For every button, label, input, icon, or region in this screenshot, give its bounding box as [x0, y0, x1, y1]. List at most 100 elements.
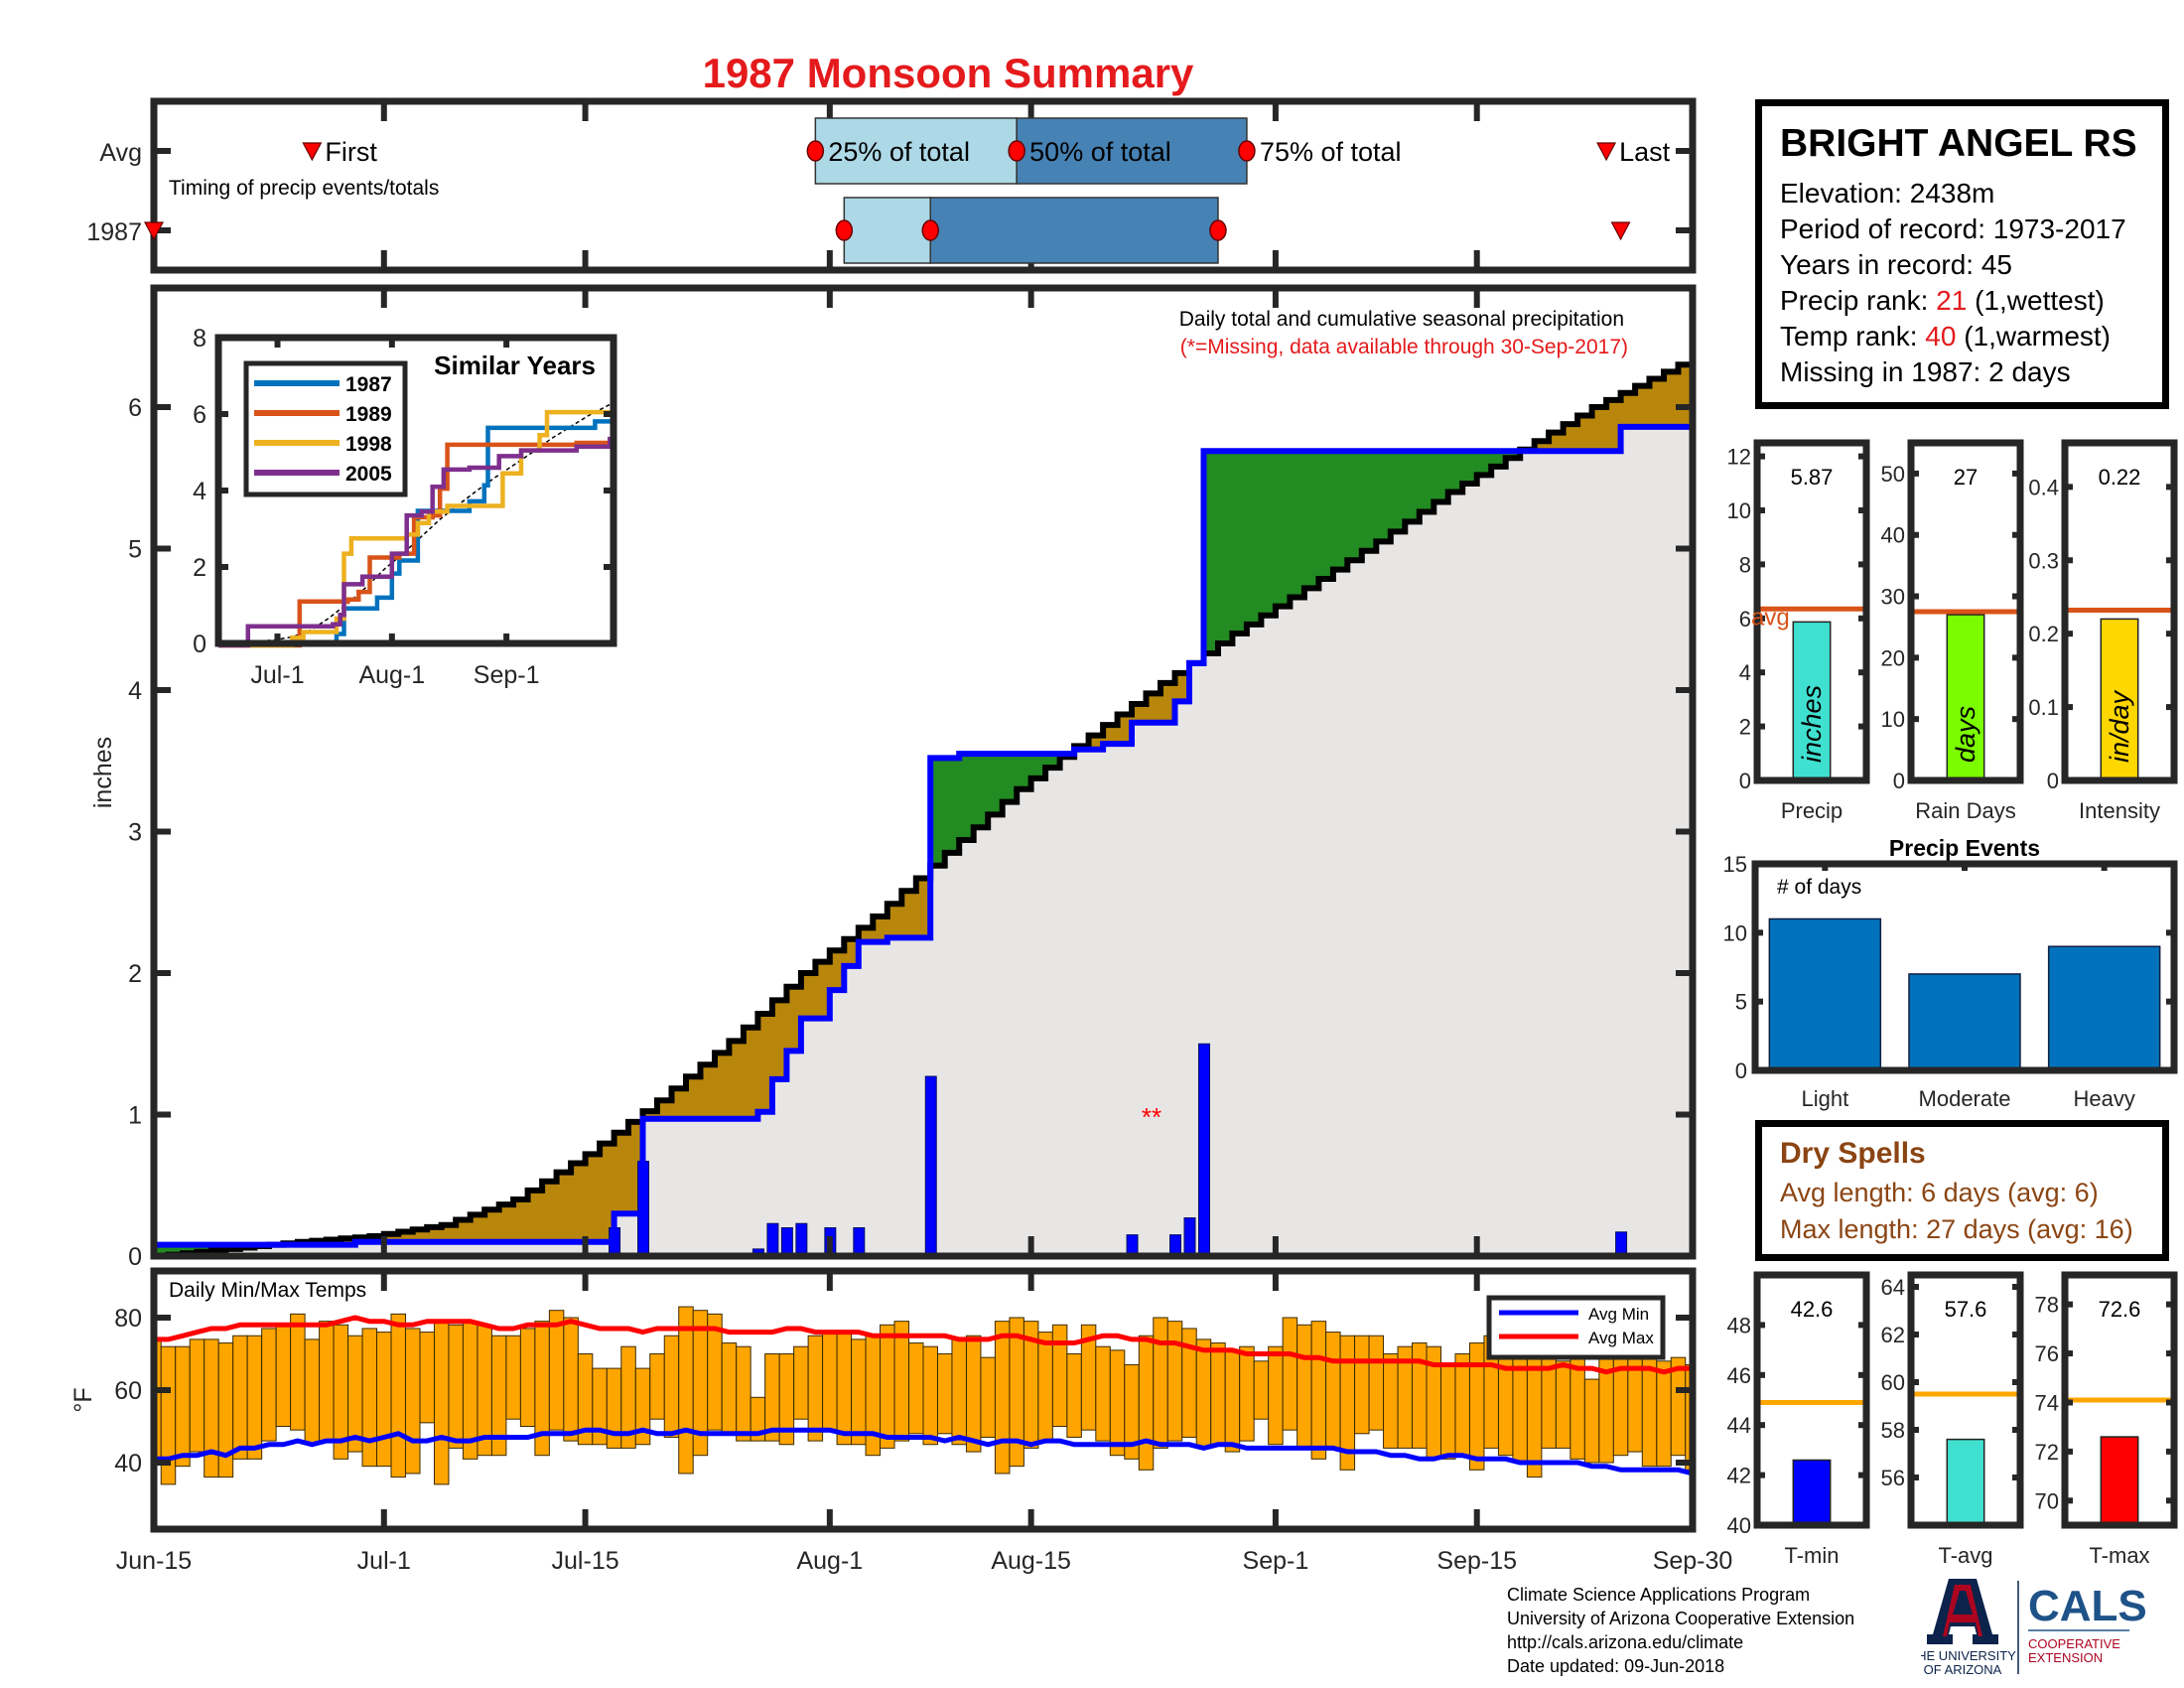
footer-line-url[interactable]: http://cals.arizona.edu/climate: [1507, 1632, 1744, 1652]
tavg-ytick-label: 62: [1881, 1323, 1905, 1347]
footer-line-university: University of Arizona Cooperative Extens…: [1507, 1609, 1855, 1628]
station-elevation: Elevation: 2438m: [1780, 178, 1995, 209]
daily-precip-bar: [1615, 1231, 1628, 1257]
daily-temp-bar: [936, 1353, 953, 1435]
intensity-ytick-label: 0.3: [2028, 548, 2059, 573]
events-ytick-label: 5: [1735, 990, 1747, 1015]
tavg-frame: [1907, 1271, 2024, 1529]
daily-temp-bar: [1439, 1363, 1456, 1460]
tmin-bar: [1792, 1459, 1832, 1526]
legend-label-avg-min: Avg Min: [1588, 1305, 1649, 1324]
tmin-frame: [1753, 1271, 1870, 1529]
precip_total-frame: [1753, 439, 1870, 784]
daily-temp-bar: [893, 1321, 910, 1442]
events-ytick-label: 0: [1735, 1058, 1747, 1083]
daily-temp-bar: [433, 1321, 450, 1485]
university-logo: THE UNIVERSITY OF ARIZONA CALS COOPERATI…: [1921, 1579, 2147, 1676]
tmax-bar: [2100, 1436, 2139, 1526]
intensity-bar: [2100, 618, 2139, 781]
logo-coop1: COOPERATIVE: [2028, 1636, 2120, 1651]
date-axis-label: Aug-15: [991, 1547, 1071, 1575]
daily-temp-bar: [1583, 1378, 1600, 1464]
footer-line-date: Date updated: 09-Jun-2018: [1507, 1656, 1725, 1676]
tmax-value-label: 72.6: [2099, 1297, 2141, 1322]
daily-temp-bar: [793, 1345, 809, 1420]
dry-spells-title: Dry Spells: [1780, 1137, 1926, 1170]
main-ytick-label: 1: [128, 1102, 142, 1130]
temp-ytick-label: 80: [114, 1305, 142, 1333]
cumulative-common-area: [154, 425, 1693, 1256]
main-chart-title: Daily total and cumulative seasonal prec…: [1179, 308, 1624, 331]
footer-line-program: Climate Science Applications Program: [1507, 1585, 1811, 1605]
intensity-ytick-label: 0: [2047, 769, 2059, 793]
daily-temp-bar: [204, 1338, 219, 1478]
tmax-ytick-label: 76: [2035, 1341, 2059, 1366]
daily-temp-bar: [1224, 1349, 1241, 1453]
events-title: Precip Events: [1889, 835, 2040, 861]
precip-rank-value: 21: [1936, 285, 1968, 316]
timing-box-50-75: [1016, 117, 1248, 185]
intensity-ytick-label: 0.4: [2028, 475, 2059, 499]
station-precip-rank: Precip rank: 21 (1,wettest): [1780, 283, 2144, 319]
daily-temp-bar: [908, 1342, 924, 1435]
rain_days-ytick-label: 20: [1881, 645, 1905, 670]
daily-temp-bar: [836, 1332, 853, 1446]
date-axis-label: Sep-30: [1653, 1547, 1733, 1575]
daily-temp-bar: [807, 1335, 824, 1442]
rain_days-ytick-label: 0: [1893, 769, 1905, 793]
precip_total-ytick-label: 8: [1739, 552, 1751, 577]
rain_days-bar: [1946, 614, 1985, 781]
inset-xtick-label: Jul-1: [250, 661, 304, 689]
daily-precip-bar: [795, 1222, 808, 1257]
precip-main-chart: 0 1 2 3 4 5 6 inches Daily total and cumulativ…: [89, 284, 1697, 1271]
timing-frame: [150, 97, 1697, 274]
intensity-xlabel: Intensity: [2079, 798, 2160, 823]
daily-temp-bar: [519, 1328, 536, 1427]
timing-label-last: Last: [1619, 137, 1671, 167]
rain_days-value-label: 27: [1954, 465, 1978, 490]
logo-coop2: EXTENSION: [2028, 1650, 2103, 1665]
precip_total-value-label: 5.87: [1791, 465, 1834, 490]
inset-legend-label-1989: 1989: [345, 403, 392, 426]
inset-ytick-label: 8: [193, 325, 206, 352]
precip_total-avg-label: avg: [1751, 604, 1790, 631]
logo-ua-line2: OF ARIZONA: [1924, 1662, 2002, 1676]
daily-temp-bar: [376, 1332, 392, 1468]
ua-block-a-icon: [1927, 1579, 1998, 1644]
timing-box-50-75: [929, 197, 1219, 264]
daily-temp-bar: [1497, 1345, 1514, 1457]
avg-max-line: [154, 1315, 1693, 1375]
rain_days-ytick-label: 40: [1881, 523, 1905, 548]
rain_days-xlabel: Rain Days: [1915, 798, 2015, 823]
date-axis-label: Sep-1: [1243, 1547, 1309, 1575]
timing-subtitle: Timing of precip events/totals: [169, 177, 439, 200]
date-axis-label: Aug-1: [796, 1547, 863, 1575]
inset-legend-label-1987: 1987: [345, 373, 392, 396]
daily-temp-bar: [232, 1335, 248, 1460]
daily-temp-bar: [994, 1321, 1011, 1475]
timing-marker-pct25: [806, 140, 825, 162]
daily-temp-bar: [1066, 1353, 1082, 1438]
daily-temp-bar: [1468, 1342, 1485, 1471]
tavg-value-label: 57.6: [1945, 1297, 1987, 1322]
daily-temp-bar: [1253, 1360, 1270, 1420]
temp-chart-title: Daily Min/Max Temps: [169, 1279, 366, 1302]
tmax-xlabel: T-max: [2089, 1543, 2149, 1568]
daily-precip-bar: [853, 1227, 866, 1257]
tmin-xlabel: T-min: [1785, 1543, 1840, 1568]
daily-temp-bar: [649, 1353, 665, 1420]
daily-temp-bar: [1656, 1360, 1672, 1468]
daily-temp-bar: [1282, 1317, 1298, 1431]
first-event-triangle-icon: [144, 221, 164, 241]
timing-label-pct50: 50% of total: [1029, 137, 1171, 167]
precip_total-ytick-label: 0: [1739, 769, 1751, 793]
temp-rank-label: Temp rank:: [1780, 321, 1926, 352]
daily-temp-bar: [1310, 1321, 1327, 1460]
inset-ytick-label: 0: [193, 631, 206, 658]
timing-panel: Avg 1987 Timing of precip events/totals …: [86, 97, 1697, 274]
precip_total-ytick-label: 2: [1739, 715, 1751, 740]
daily-temp-bar: [721, 1342, 738, 1435]
intensity-frame: [2061, 439, 2178, 784]
timing-label-pct25: 25% of total: [828, 137, 970, 167]
intensity-unit-label: in/day: [2105, 689, 2134, 763]
